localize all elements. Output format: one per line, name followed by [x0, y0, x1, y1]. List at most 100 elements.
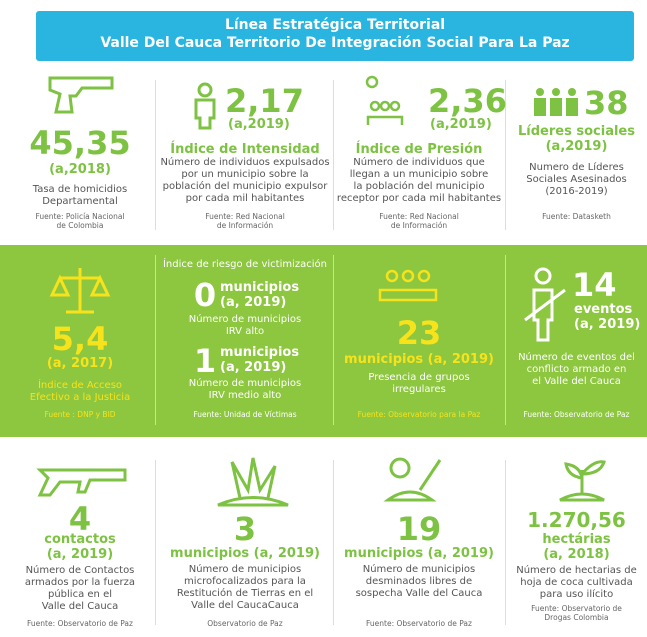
text-line: llegan a un municipio sobre [349, 169, 489, 180]
description: Número de municipios IRV alto [157, 314, 333, 338]
source: Fuente: Unidad de Víctimas [157, 410, 333, 419]
value: 19 [396, 510, 442, 548]
source: Observatorio de Paz [157, 619, 333, 628]
unit: municipios [220, 345, 300, 360]
source: Fuente: Observatorio de Paz [334, 619, 504, 628]
text-line: Efectivo a la Justicia [29, 392, 131, 403]
text-line: Presencia de grupos [368, 372, 470, 383]
description: Número de municipios IRV medio alto [157, 378, 333, 402]
text-line: hoja de coca cultivada [520, 577, 633, 588]
text-line: Número de Contactos [25, 565, 135, 576]
text-line: pública en el [48, 589, 112, 600]
description: Número de individuos expulsados por un mu… [157, 157, 333, 205]
unit: contactos [44, 532, 116, 547]
text-line: por cada mil habitantes [185, 193, 305, 204]
source: Fuente : DNP y BID [5, 410, 155, 419]
header: Línea Estratégica Territorial Valle Del … [36, 11, 634, 61]
value: 0 [193, 276, 217, 314]
text-line: Restitución de Tierras en el [176, 588, 314, 599]
title: Índice de Intensidad [170, 142, 320, 157]
text-line: Sociales Asesinados [526, 174, 627, 185]
text-line: Número de municipios [188, 378, 302, 389]
unit: municipios (a, 2019) [344, 352, 494, 367]
description: Número de Contactos armados por la fuerza… [5, 565, 155, 613]
text-line: Número de eventos del [518, 352, 635, 363]
title: Líderes sociales [518, 124, 635, 139]
text-line: Número de municipios [362, 564, 476, 575]
icon-rifle [36, 468, 127, 497]
period: (a, 2017) [46, 356, 114, 371]
text-line: de Colombia [56, 221, 104, 230]
text-line: Índice de Acceso [37, 380, 123, 391]
heading: Índice de riesgo de victimización [162, 259, 328, 270]
description: Número de individuos que llegan a un muni… [334, 157, 504, 205]
value: 4 [68, 500, 92, 538]
source: Fuente: Observatorio para la Paz [334, 410, 504, 419]
period: (a, 2019) [220, 360, 287, 375]
text-line: por un municipio sobre la [181, 169, 309, 180]
icon-people [365, 75, 404, 125]
text-line: Número de individuos expulsados [160, 157, 330, 168]
header-line: Valle Del Cauca Territorio De Integració… [100, 35, 570, 51]
source: Fuente: Datasketh [506, 212, 647, 221]
period: (a, 2019) [220, 295, 287, 310]
description: Tasa de homicidios Departamental [5, 184, 155, 208]
description: Número de hectarias de hoja de coca culti… [506, 565, 647, 601]
unit: municipios [220, 280, 300, 295]
period: (a,2019) [430, 117, 492, 132]
source: Fuente: Policía Nacional de Colombia [5, 212, 155, 230]
description: Número de municipios microfocalizados par… [157, 564, 333, 612]
text-line: Fuente: Observatorio de Paz [27, 619, 133, 628]
period: (a, 2019) [46, 547, 114, 562]
divider [155, 460, 156, 625]
icon-group [378, 269, 438, 302]
text-line: el Valle del Cauca [532, 376, 621, 387]
text-line: Número de municipios [188, 314, 302, 325]
text-line: Observatorio de Paz [207, 619, 283, 628]
text-line: Fuente: Policía Nacional [35, 212, 125, 221]
value: 23 [396, 314, 442, 352]
text-line: desminados libres de [365, 576, 473, 587]
text-line: Fuente: Observatorio de Paz [523, 410, 630, 419]
icon-scale [49, 268, 111, 314]
text-line: Fuente: Unidad de Víctimas [193, 410, 297, 419]
text-line: Valle del CaucaCauca [191, 600, 299, 611]
icon-soldier [524, 267, 566, 342]
title: Índice de Presión [355, 142, 483, 157]
unit: municipios (a, 2019) [170, 546, 320, 561]
text-line: Tasa de homicidios [32, 184, 128, 195]
description: Índice de Acceso Efectivo a la Justicia [5, 380, 155, 404]
icon-plant [559, 460, 606, 502]
text-line: de Información [216, 221, 274, 230]
source: Fuente: Red Nacional de Información [334, 212, 504, 230]
value: 14 [572, 266, 617, 304]
value: 1.270,56 [527, 508, 626, 532]
period: (a, 2019) [574, 317, 641, 332]
text-line: Fuente: Datasketh [542, 212, 611, 221]
value: 5,4 [51, 320, 109, 358]
source: Fuente: Observatorio de Paz [5, 619, 155, 628]
value: 45,35 [29, 124, 131, 162]
period: (a,2018) [49, 162, 111, 177]
value: 1 [193, 342, 217, 380]
divider [155, 255, 156, 425]
divider [155, 80, 156, 230]
text-line: Drogas Colombia [544, 613, 609, 622]
text-line: Fuente: Red Nacional [205, 212, 285, 221]
period: (a,2019) [545, 139, 608, 154]
period: (a, 2018) [543, 547, 610, 562]
text-line: para uso ilícito [539, 589, 614, 600]
description: Presencia de grupos irregulares [334, 372, 504, 396]
description: Número de eventos del conflicto armado en… [506, 352, 647, 388]
value: 38 [584, 84, 629, 122]
divider [505, 255, 506, 425]
unit: municipios (a, 2019) [344, 546, 494, 561]
text-line: Fuente: Observatorio para la Paz [357, 410, 481, 419]
text-line: Fuente: Red Nacional [379, 212, 459, 221]
description: Número de municipios desminados libres de… [334, 564, 504, 600]
divider [333, 80, 334, 230]
text-line: irregulares [392, 384, 446, 395]
text-line: sospecha Valle del Cauca [355, 588, 483, 599]
